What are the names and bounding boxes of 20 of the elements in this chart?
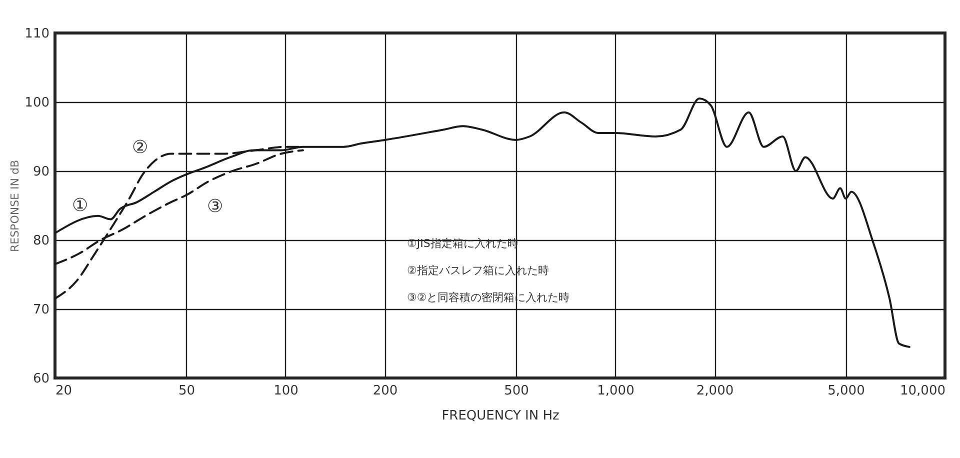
annotation: ② — [132, 137, 148, 158]
y-tick-label: 100 — [24, 96, 50, 110]
x-tick-label: 2,000 — [696, 384, 734, 398]
x-tick-label: 10,000 — [900, 384, 946, 398]
x-axis-title: FREQUENCY IN Hz — [442, 408, 560, 424]
y-tick-label: 110 — [24, 26, 50, 42]
x-tick-label: 500 — [504, 384, 529, 398]
x-tick-label: 5,000 — [828, 384, 865, 398]
y-tick-label: 80 — [32, 234, 50, 248]
annotation: ① — [72, 195, 88, 216]
y-tick-label: 70 — [32, 302, 50, 318]
x-tick-label: 50 — [178, 384, 195, 398]
x-tick-label: 100 — [274, 384, 298, 398]
x-tick-label: 1,000 — [597, 384, 634, 398]
annotation: ③ — [206, 196, 224, 217]
y-axis-title: RESPONSE IN dB — [8, 160, 22, 252]
x-tick-label: 200 — [372, 384, 398, 398]
x-tick-label: 20 — [56, 384, 72, 398]
y-tick-label: 90 — [32, 164, 50, 180]
y-tick-label: 60 — [32, 372, 50, 386]
